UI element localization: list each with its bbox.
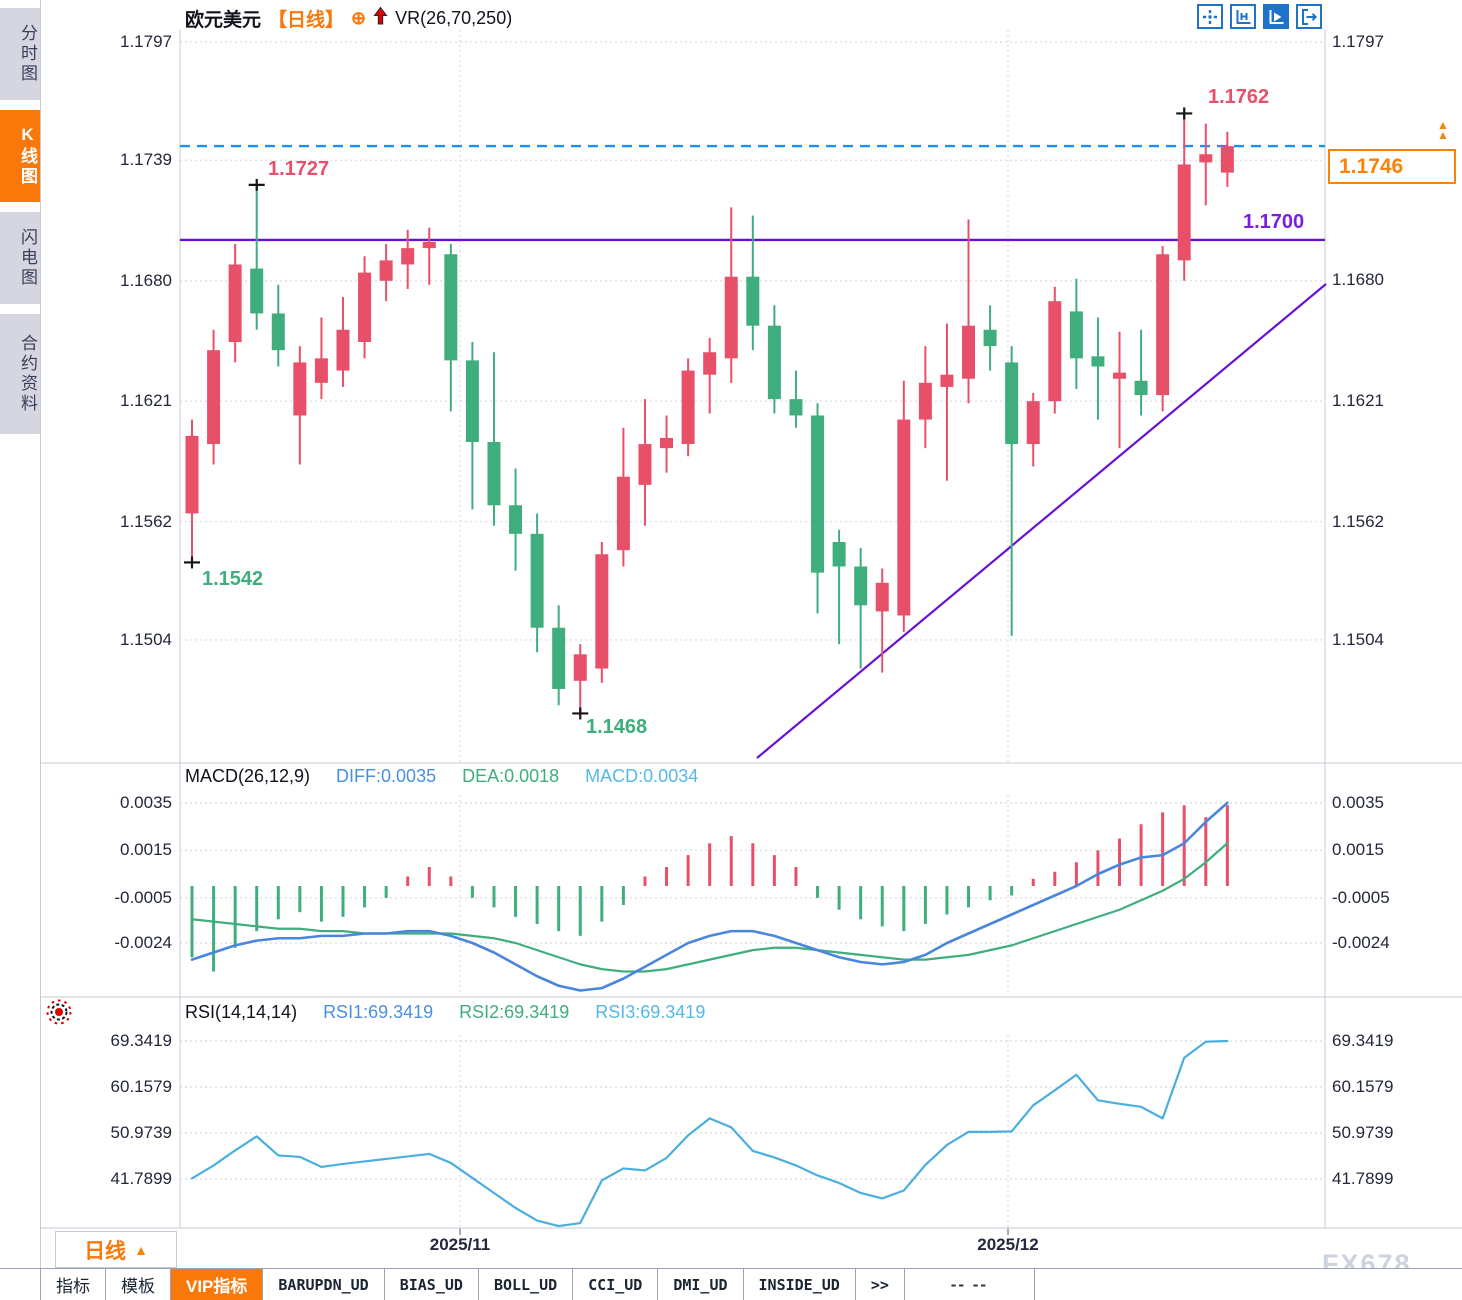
tab-inside-ud[interactable]: INSIDE_UD xyxy=(744,1269,856,1300)
indicator-tab-bar: 指标 模板 VIP指标 BARUPDN_UD BIAS_UD BOLL_UD C… xyxy=(0,1268,1462,1300)
auto-scroll-icon[interactable] xyxy=(1263,4,1289,29)
pan-crosshair-icon[interactable] xyxy=(1197,4,1223,29)
tab-more-chevron[interactable]: >> xyxy=(856,1269,905,1300)
symbol-name: 欧元美元 xyxy=(185,9,262,31)
rsi-y-tick-right: 50.9739 xyxy=(1332,1123,1394,1142)
sidebar-tab-flash[interactable]: 闪电图 xyxy=(0,212,40,304)
support-level-label: 1.1700 xyxy=(1243,211,1305,233)
tab-boll-ud[interactable]: BOLL_UD xyxy=(479,1269,574,1300)
macd-dea-value: DEA:0.0018 xyxy=(462,766,560,786)
main-y-tick-left: 1.1504 xyxy=(120,630,172,649)
time-placeholder: -- -- xyxy=(905,1269,1035,1300)
annotation-major-low: 1.1468 xyxy=(586,716,648,738)
annotation-swing-low: 1.1542 xyxy=(202,568,264,590)
sidebar-tab-contract-info[interactable]: 合约资料 xyxy=(0,314,40,434)
macd-header: MACD(26,12,9) DIFF:0.0035 DEA:0.0018 MAC… xyxy=(185,766,698,787)
jump-to-latest-icon[interactable] xyxy=(1296,4,1322,29)
macd-y-tick-right: -0.0024 xyxy=(1332,933,1390,952)
rsi-y-tick-right: 69.3419 xyxy=(1332,1031,1394,1050)
tab-dmi-ud[interactable]: DMI_UD xyxy=(658,1269,744,1300)
rsi1-value: RSI1:69.3419 xyxy=(323,1002,434,1022)
macd-y-tick-left: 0.0015 xyxy=(120,840,172,859)
macd-y-tick-right: 0.0015 xyxy=(1332,840,1384,859)
annotation-swing-high: 1.1727 xyxy=(268,158,330,180)
macd-hist-value: MACD:0.0034 xyxy=(585,766,699,786)
tab-templates[interactable]: 模板 xyxy=(106,1269,171,1300)
chart-toolbar xyxy=(1197,4,1322,29)
tab-bias-ud[interactable]: BIAS_UD xyxy=(385,1269,479,1300)
rsi-y-tick-right: 41.7899 xyxy=(1332,1169,1394,1188)
macd-y-tick-left: -0.0005 xyxy=(114,888,172,907)
macd-diff-value: DIFF:0.0035 xyxy=(336,766,437,786)
sidebar-tab-timeline[interactable]: 分时图 xyxy=(0,8,40,100)
macd-y-tick-right: 0.0035 xyxy=(1332,793,1384,812)
annotation-recent-high: 1.1762 xyxy=(1208,86,1270,108)
tab-cci-ud[interactable]: CCI_UD xyxy=(573,1269,659,1300)
rsi-title: RSI(14,14,14) xyxy=(185,1002,298,1022)
x-axis-label-november: 2025/11 xyxy=(429,1235,491,1254)
overlay-indicator-label: VR(26,70,250) xyxy=(395,7,513,28)
axis-scale-icon[interactable] xyxy=(1230,4,1256,29)
red-up-arrow-icon xyxy=(373,6,388,31)
main-y-tick-right: 1.1504 xyxy=(1332,630,1384,649)
chart-title-row: 欧元美元 【日线】 ⊕ VR(26,70,250) xyxy=(185,5,512,31)
x-axis-label-december: 2025/12 xyxy=(977,1235,1039,1254)
main-y-tick-left: 1.1797 xyxy=(120,32,172,51)
triangle-up-icon: ▲ xyxy=(134,1241,148,1258)
rsi-y-tick-left: 60.1579 xyxy=(110,1077,172,1096)
period-selector-button[interactable]: 日线 ▲ xyxy=(55,1231,177,1268)
main-y-tick-left: 1.1621 xyxy=(120,391,172,410)
tab-bar-filler xyxy=(1035,1269,1462,1300)
left-sidebar: 分时图 K线图 闪电图 合约资料 xyxy=(0,0,41,1300)
macd-y-tick-left: -0.0024 xyxy=(114,933,172,952)
period-selector-label: 日线 xyxy=(84,1239,127,1263)
price-up-arrows-icon: ▲ ▲ xyxy=(1437,118,1449,143)
tab-barupdn-ud[interactable]: BARUPDN_UD xyxy=(263,1269,385,1300)
macd-y-tick-left: 0.0035 xyxy=(120,793,172,812)
main-y-tick-right: 1.1562 xyxy=(1332,512,1384,531)
tab-indicators[interactable]: 指标 xyxy=(41,1269,106,1300)
tab-bar-corner-cell xyxy=(0,1269,41,1300)
sidebar-tab-candlestick[interactable]: K线图 xyxy=(0,110,40,202)
macd-y-tick-right: -0.0005 xyxy=(1332,888,1390,907)
rsi-y-tick-left: 69.3419 xyxy=(110,1031,172,1050)
period-tag: 【日线】 xyxy=(268,9,345,31)
main-y-tick-left: 1.1680 xyxy=(120,271,172,290)
tab-vip-indicators[interactable]: VIP指标 xyxy=(171,1269,264,1300)
rsi-y-tick-left: 41.7899 xyxy=(110,1169,172,1188)
main-y-tick-right: 1.1797 xyxy=(1332,32,1384,51)
main-y-tick-left: 1.1562 xyxy=(120,512,172,531)
circle-plus-icon[interactable]: ⊕ xyxy=(351,7,367,28)
rsi-header: RSI(14,14,14) RSI1:69.3419 RSI2:69.3419 … xyxy=(185,1002,705,1023)
rsi2-value: RSI2:69.3419 xyxy=(459,1002,570,1022)
rsi3-value: RSI3:69.3419 xyxy=(595,1002,706,1022)
last-price-tag: 1.1746 xyxy=(1328,149,1456,184)
rsi-y-tick-left: 50.9739 xyxy=(110,1123,172,1142)
main-y-tick-left: 1.1739 xyxy=(120,150,172,169)
alert-icon[interactable] xyxy=(45,998,73,1031)
main-y-tick-right: 1.1680 xyxy=(1332,270,1384,289)
rsi-y-tick-right: 60.1579 xyxy=(1332,1077,1394,1096)
main-y-tick-right: 1.1621 xyxy=(1332,391,1384,410)
macd-title: MACD(26,12,9) xyxy=(185,766,311,786)
